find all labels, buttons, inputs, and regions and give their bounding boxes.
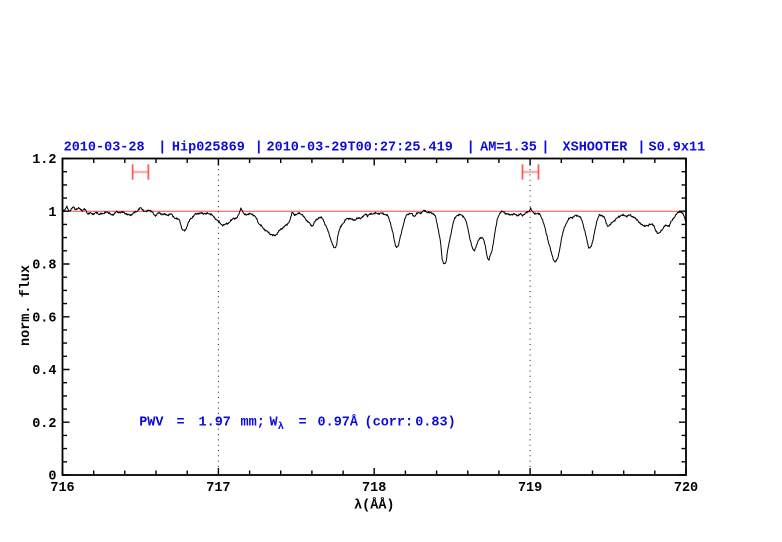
svg-text:720: 720	[674, 481, 698, 496]
svg-text:0.2: 0.2	[32, 417, 56, 432]
svg-text:719: 719	[518, 481, 542, 496]
svg-text:718: 718	[362, 481, 386, 496]
svg-text:716: 716	[50, 481, 74, 496]
svg-text:1.2: 1.2	[32, 153, 56, 168]
svg-text:717: 717	[206, 481, 230, 496]
svg-text:λ(ÅÅ): λ(ÅÅ)	[354, 498, 395, 514]
svg-text:1: 1	[48, 206, 56, 221]
svg-text:0.4: 0.4	[32, 364, 56, 379]
svg-text:norm. flux: norm. flux	[19, 265, 34, 346]
svg-text:2010-03-28|Hip025869|2010-03-2: 2010-03-28 | Hip025869 | 2010-03-29T00:27:25…	[64, 140, 706, 155]
svg-text:0: 0	[48, 470, 56, 485]
svg-text:0.8: 0.8	[32, 259, 56, 274]
svg-text:0.6: 0.6	[32, 311, 56, 326]
